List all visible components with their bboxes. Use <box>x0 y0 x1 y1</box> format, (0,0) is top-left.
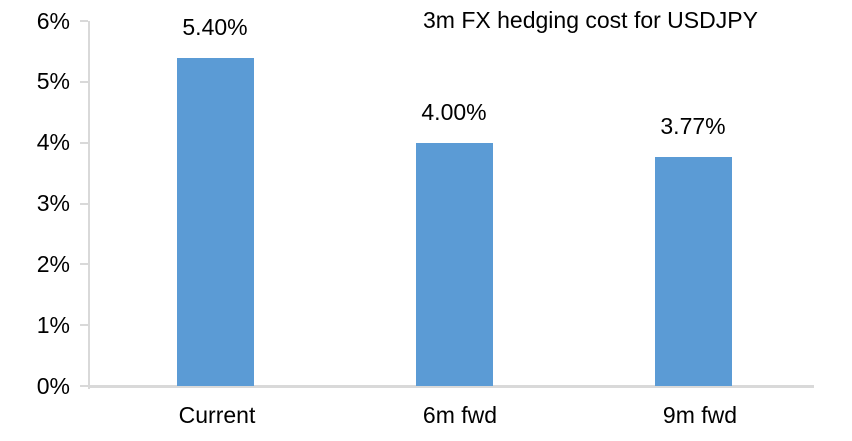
y-axis-tick <box>80 20 88 22</box>
x-axis-category-label-current: Current <box>178 402 256 428</box>
y-axis-tick-label: 3% <box>36 190 70 216</box>
chart-title: 3m FX hedging cost for USDJPY <box>423 7 758 33</box>
y-axis-tick-label: 4% <box>36 129 70 156</box>
y-axis-tick-label: 6% <box>36 7 70 34</box>
x-axis-category-label-6m-fwd: 6m fwd <box>422 402 498 428</box>
x-axis-category-label-9m-fwd: 9m fwd <box>662 402 738 428</box>
y-axis-tick <box>80 385 88 387</box>
x-axis-line <box>88 385 814 388</box>
y-axis-tick <box>80 202 88 205</box>
bar-value-label-current: 5.40% <box>182 13 248 40</box>
y-axis-tick <box>80 80 88 83</box>
y-axis-tick <box>80 263 88 266</box>
y-axis-tick-label: 5% <box>36 68 70 95</box>
bar-value-label-6m-fwd: 4.00% <box>421 98 487 125</box>
bar-6m-fwd <box>415 142 493 386</box>
y-axis-tick-label: 0% <box>36 372 70 399</box>
bar-current <box>176 57 254 386</box>
bar-value-label-9m-fwd: 3.77% <box>660 112 726 139</box>
y-axis-tick <box>80 141 88 144</box>
y-axis-tick <box>80 324 88 327</box>
bar-9m-fwd <box>654 156 732 386</box>
y-axis-tick-label: 1% <box>36 311 70 338</box>
y-axis-line <box>88 21 90 389</box>
y-axis-tick-label: 2% <box>36 250 70 277</box>
